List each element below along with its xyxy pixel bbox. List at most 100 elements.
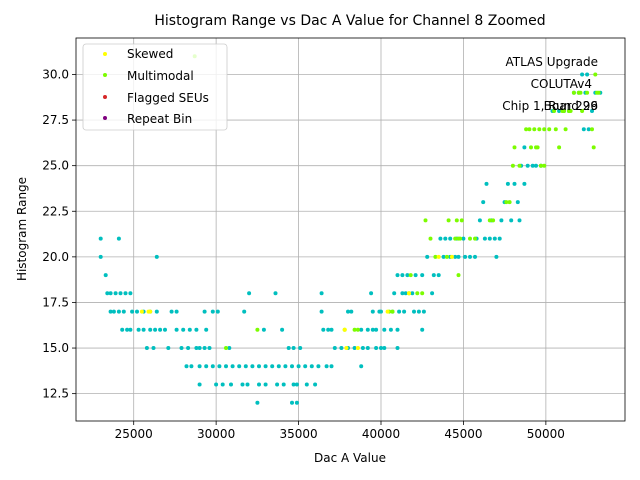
data-point-multimodal (420, 291, 425, 296)
data-point-unlabeled (296, 364, 301, 369)
data-point-multimodal (504, 200, 509, 205)
data-point-multimodal (535, 145, 540, 150)
data-point-unlabeled (473, 254, 477, 259)
data-point-unlabeled (324, 364, 329, 369)
data-point-unlabeled (186, 346, 191, 350)
data-point-unlabeled (499, 218, 504, 223)
data-point-multimodal (593, 72, 598, 77)
annotation-line-2: COLUTAv4 (531, 77, 592, 91)
data-point-unlabeled (125, 327, 130, 332)
data-point-unlabeled (118, 291, 123, 296)
data-point-unlabeled (194, 327, 199, 332)
data-point-multimodal (529, 145, 533, 150)
data-point-unlabeled (247, 291, 252, 296)
data-point-unlabeled (283, 364, 288, 369)
data-point-unlabeled (319, 309, 324, 314)
data-point-unlabeled (281, 382, 286, 387)
data-point-unlabeled (382, 327, 387, 332)
data-point-unlabeled (280, 327, 285, 332)
y-tick-label: 25.0 (42, 159, 69, 173)
data-point-skewed (385, 309, 390, 314)
data-point-unlabeled (194, 346, 199, 350)
data-point-unlabeled (395, 327, 400, 332)
data-point-multimodal (563, 127, 568, 132)
data-point-unlabeled (204, 364, 209, 369)
data-point-unlabeled (136, 327, 141, 332)
data-point-unlabeled (487, 236, 492, 241)
data-point-unlabeled (481, 200, 486, 205)
data-point-unlabeled (309, 364, 314, 369)
data-point-unlabeled (242, 309, 247, 314)
data-point-unlabeled (187, 327, 192, 332)
annotation-line-4: Chip 1, Run 229 (502, 99, 598, 113)
data-point-unlabeled (98, 236, 103, 241)
data-point-unlabeled (276, 364, 281, 369)
data-point-unlabeled (214, 382, 219, 387)
data-point-unlabeled (197, 346, 202, 350)
data-point-unlabeled (379, 309, 383, 314)
legend-marker-skewed (103, 52, 107, 56)
data-point-unlabeled (294, 400, 299, 405)
data-point-multimodal (538, 163, 543, 168)
data-point-unlabeled (522, 145, 527, 150)
data-point-unlabeled (105, 291, 110, 296)
data-point-unlabeled (202, 346, 207, 350)
data-point-unlabeled (144, 346, 149, 350)
data-point-unlabeled (169, 309, 174, 314)
data-point-unlabeled (184, 364, 189, 369)
data-point-unlabeled (257, 382, 261, 387)
data-point-unlabeled (120, 327, 125, 332)
data-point-unlabeled (359, 364, 364, 369)
x-tick-label: 25000 (115, 427, 153, 441)
data-point-unlabeled (339, 346, 344, 350)
legend-label-repeat-bin: Repeat Bin (127, 112, 192, 126)
x-tick-label: 40000 (362, 427, 400, 441)
data-point-multimodal (568, 109, 573, 113)
data-point-unlabeled (484, 181, 489, 186)
data-point-unlabeled (326, 327, 331, 332)
data-point-unlabeled (291, 382, 296, 387)
annotation-line-3: Board 96 (544, 99, 598, 113)
data-point-unlabeled (215, 309, 220, 314)
data-point-unlabeled (405, 273, 410, 278)
data-point-multimodal (580, 109, 585, 113)
data-point-unlabeled (349, 309, 354, 314)
data-point-unlabeled (557, 109, 562, 113)
data-point-multimodal (456, 273, 461, 278)
annotation-line-1: ATLAS Upgrade (505, 55, 598, 69)
data-point-unlabeled (270, 364, 275, 369)
data-point-unlabeled (237, 364, 242, 369)
data-point-unlabeled (135, 309, 139, 314)
legend-marker-multimodal (103, 73, 107, 77)
data-point-unlabeled (174, 327, 179, 332)
data-point-unlabeled (420, 273, 425, 278)
data-point-skewed (342, 327, 347, 332)
data-point-unlabeled (151, 346, 156, 350)
data-point-multimodal (433, 254, 438, 259)
data-point-unlabeled (505, 181, 510, 186)
y-tick-label: 20.0 (42, 250, 69, 264)
data-point-multimodal (524, 127, 529, 132)
data-point-unlabeled (261, 327, 266, 332)
data-point-unlabeled (369, 291, 374, 296)
data-point-multimodal (491, 218, 496, 223)
data-point-multimodal (408, 273, 413, 278)
data-point-unlabeled (166, 346, 171, 350)
data-point-unlabeled (509, 218, 514, 223)
data-point-skewed (407, 291, 411, 296)
data-point-unlabeled (108, 291, 113, 296)
data-point-unlabeled (431, 273, 436, 278)
data-point-multimodal (468, 236, 472, 241)
data-point-unlabeled (443, 236, 448, 241)
data-point-multimodal (527, 127, 532, 132)
data-point-unlabeled (410, 291, 415, 296)
data-point-unlabeled (217, 364, 222, 369)
legend-label-multimodal: Multimodal (127, 69, 194, 83)
data-point-unlabeled (392, 291, 397, 296)
data-point-multimodal (552, 109, 557, 113)
y-tick-label: 27.5 (42, 113, 69, 127)
data-point-unlabeled (388, 327, 393, 332)
data-point-unlabeled (158, 327, 163, 332)
data-point-unlabeled (141, 327, 146, 332)
